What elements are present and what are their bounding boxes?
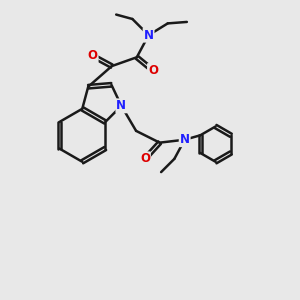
Text: N: N — [180, 133, 190, 146]
Text: O: O — [140, 152, 150, 165]
Text: N: N — [144, 29, 154, 42]
Text: N: N — [116, 99, 126, 112]
Text: O: O — [88, 49, 98, 62]
Text: O: O — [148, 64, 158, 77]
